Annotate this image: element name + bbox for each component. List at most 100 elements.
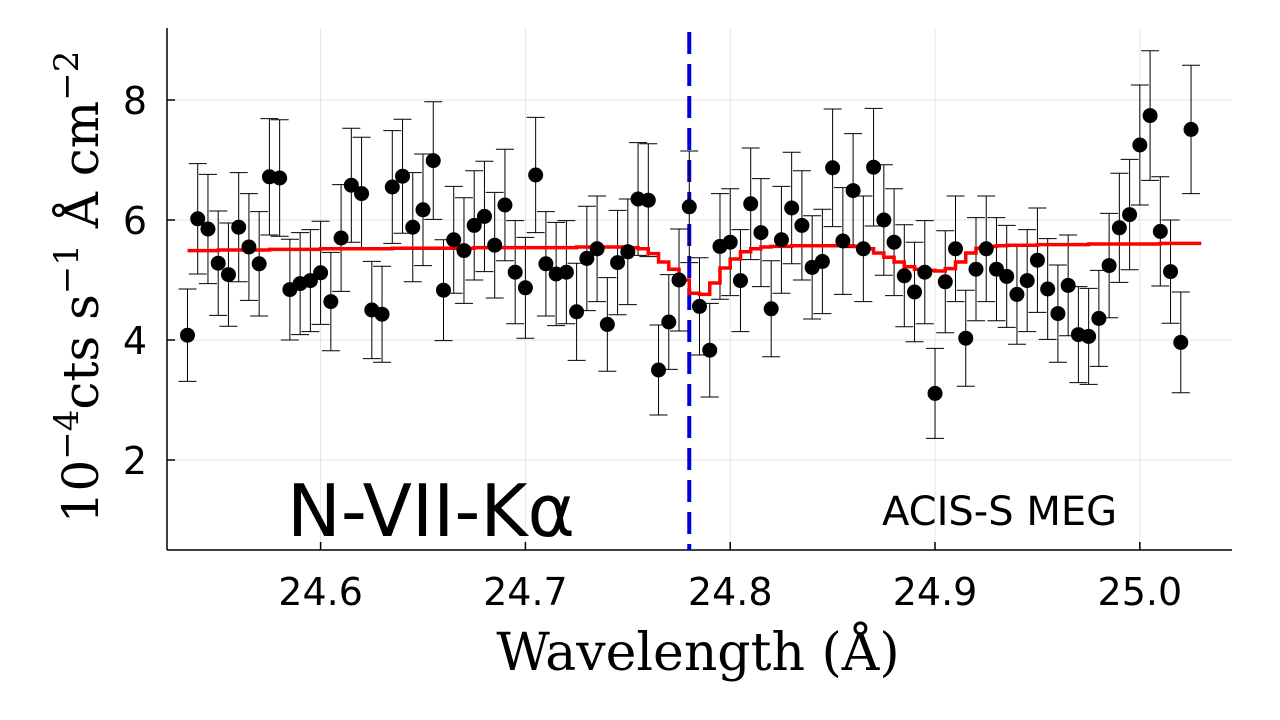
data-point bbox=[487, 237, 503, 253]
data-point bbox=[415, 202, 431, 218]
y-ticks: 2 4 6 8 bbox=[123, 79, 175, 483]
data-point bbox=[323, 294, 339, 310]
data-point bbox=[866, 159, 882, 175]
x-axis-title-unit: (Å) bbox=[822, 621, 900, 683]
data-point bbox=[722, 234, 738, 250]
data-point bbox=[313, 265, 329, 281]
data-point bbox=[241, 239, 257, 255]
x-tick-label: 24.6 bbox=[278, 570, 363, 614]
data-point bbox=[579, 250, 595, 266]
data-points bbox=[179, 108, 1199, 401]
data-point bbox=[517, 280, 533, 296]
data-point bbox=[835, 233, 851, 249]
data-point bbox=[374, 306, 390, 322]
data-point bbox=[476, 208, 492, 224]
data-point bbox=[251, 256, 267, 272]
data-point bbox=[1111, 220, 1127, 236]
y-axis-title-prefix: 10 bbox=[52, 460, 110, 524]
data-point bbox=[1081, 328, 1097, 344]
data-point bbox=[343, 177, 359, 193]
data-point bbox=[558, 264, 574, 280]
model-series bbox=[187, 241, 1202, 297]
x-tick-label: 25.0 bbox=[1098, 570, 1183, 614]
data-point bbox=[599, 316, 615, 332]
y-axis-title-s: s bbox=[52, 294, 110, 320]
x-tick-label: 24.7 bbox=[483, 570, 568, 614]
y-axis-title-cm: cm bbox=[52, 101, 110, 176]
data-point bbox=[466, 217, 482, 233]
data-point bbox=[692, 298, 707, 314]
data-point bbox=[702, 342, 718, 358]
data-point bbox=[1050, 306, 1066, 322]
annotation-ion: N-VII-Kα bbox=[287, 469, 575, 553]
data-point bbox=[507, 264, 523, 280]
data-point bbox=[927, 385, 943, 401]
model-line bbox=[187, 241, 1202, 297]
data-point bbox=[958, 330, 974, 346]
data-point bbox=[1019, 273, 1035, 289]
data-point bbox=[354, 186, 370, 202]
data-point bbox=[1029, 252, 1045, 268]
data-point bbox=[1173, 334, 1189, 350]
y-tick-label: 2 bbox=[123, 439, 147, 483]
data-point bbox=[845, 183, 861, 199]
data-point bbox=[1183, 121, 1199, 137]
data-point bbox=[456, 243, 472, 259]
annotation-instrument: ACIS-S MEG bbox=[882, 489, 1117, 535]
data-point bbox=[1122, 207, 1138, 223]
data-point bbox=[302, 273, 318, 289]
x-tick-label: 24.8 bbox=[688, 570, 773, 614]
data-point bbox=[896, 268, 912, 284]
y-tick-label: 8 bbox=[123, 79, 147, 123]
y-axis-title: 10−4cts s−1 Å cm−2 bbox=[47, 51, 110, 524]
data-point bbox=[937, 274, 953, 290]
data-point bbox=[538, 256, 554, 272]
y-axis-title-cts: cts bbox=[52, 336, 110, 410]
y-axis-title-s-exp: −1 bbox=[47, 244, 87, 294]
y-axis-title-angstrom: Å bbox=[51, 191, 110, 229]
data-point bbox=[620, 244, 636, 260]
data-point bbox=[1091, 310, 1107, 326]
data-point bbox=[179, 327, 195, 343]
data-point bbox=[395, 168, 411, 184]
data-point bbox=[1101, 258, 1117, 274]
data-point bbox=[589, 241, 605, 257]
data-point bbox=[825, 160, 841, 176]
data-point bbox=[763, 301, 779, 317]
x-ticks: 24.6 24.7 24.8 24.9 25.0 bbox=[278, 542, 1182, 614]
data-point bbox=[681, 199, 697, 215]
data-point bbox=[876, 212, 892, 228]
y-tick-label: 6 bbox=[123, 199, 147, 243]
data-point bbox=[497, 197, 513, 213]
data-point bbox=[220, 267, 236, 283]
data-point bbox=[671, 272, 687, 288]
data-point bbox=[405, 219, 421, 235]
data-point bbox=[855, 241, 871, 257]
data-point bbox=[886, 234, 902, 250]
data-point bbox=[190, 211, 206, 227]
data-point bbox=[1009, 286, 1025, 302]
data-point bbox=[640, 192, 656, 208]
data-point bbox=[528, 167, 544, 183]
data-point bbox=[743, 196, 759, 212]
data-point bbox=[569, 304, 585, 320]
data-point bbox=[814, 253, 830, 269]
x-axis-title-main: Wavelength bbox=[496, 623, 805, 683]
data-point bbox=[917, 264, 933, 280]
data-point bbox=[773, 232, 789, 248]
data-point bbox=[333, 230, 349, 246]
data-point bbox=[272, 170, 288, 186]
x-axis-title: Wavelength (Å) bbox=[496, 621, 899, 683]
data-point bbox=[425, 153, 441, 169]
data-point bbox=[999, 268, 1015, 284]
data-point bbox=[651, 362, 667, 378]
data-point bbox=[384, 179, 400, 195]
data-point bbox=[1152, 223, 1168, 239]
data-point bbox=[610, 255, 626, 271]
data-point bbox=[907, 284, 923, 300]
data-point bbox=[968, 261, 984, 277]
data-point bbox=[1142, 108, 1158, 124]
y-tick-label: 4 bbox=[123, 319, 147, 363]
data-point bbox=[1060, 277, 1076, 293]
